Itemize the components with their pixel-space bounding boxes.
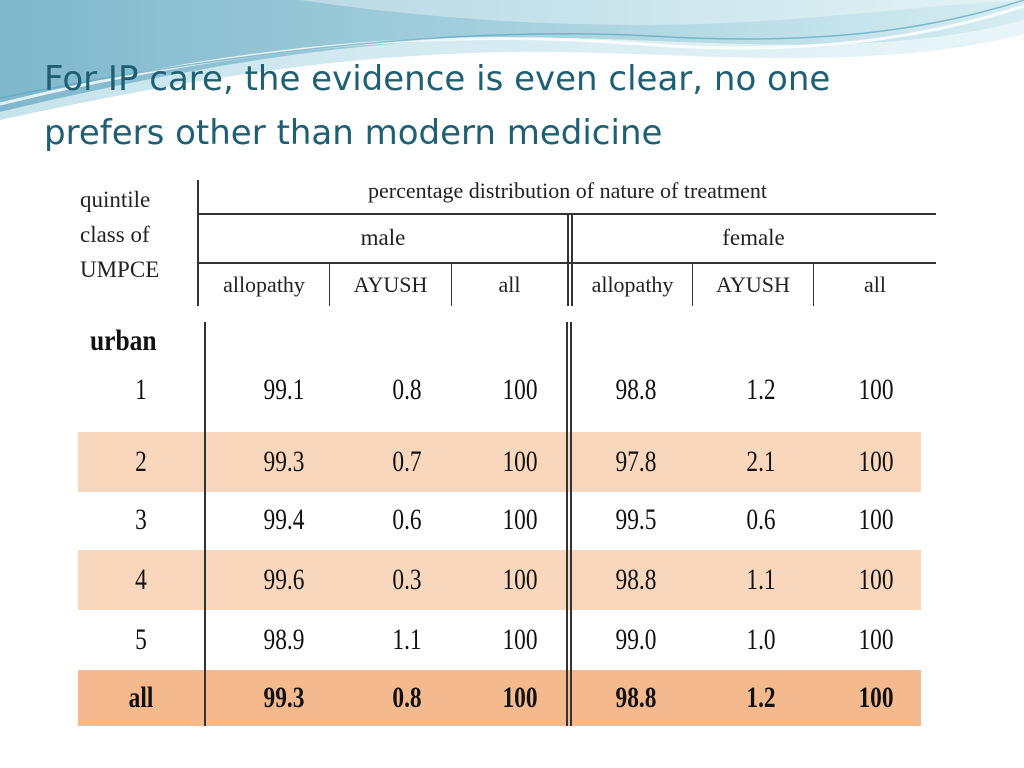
row-quintile: 4 (135, 563, 147, 596)
row-quintile: 5 (135, 623, 147, 656)
row-quintile: 1 (135, 373, 147, 406)
cell-female-allopathy: 98.8 (615, 373, 657, 406)
header-col-divider-3 (692, 262, 693, 306)
row-header-line-1: quintile (80, 187, 151, 212)
female-header: female (722, 225, 785, 250)
cell-male-allopathy: 99.3 (263, 681, 305, 714)
cell-female-all: 100 (858, 373, 894, 406)
cell-male-all: 100 (502, 445, 538, 478)
col-header-female-allopathy: allopathy (591, 272, 674, 297)
cell-female-allopathy: 98.8 (615, 681, 657, 714)
row-quintile: 2 (135, 445, 147, 478)
col-header-male-all: all (498, 272, 521, 297)
group-header: percentage distribution of nature of tre… (368, 178, 767, 203)
cell-female-allopathy: 99.0 (615, 623, 657, 656)
header-group-divider-a (567, 214, 569, 306)
col-header-female-all: all (864, 272, 886, 297)
cell-female-all: 100 (858, 445, 894, 478)
cell-male-allopathy: 98.9 (263, 623, 305, 656)
header-group-divider-b (571, 214, 573, 306)
cell-female-all: 100 (858, 681, 894, 714)
cell-female-allopathy: 97.8 (615, 445, 657, 478)
cell-female-allopathy: 99.5 (615, 503, 657, 536)
col-header-male-allopathy: allopathy (223, 272, 305, 297)
body-group-divider-b (570, 322, 572, 726)
cell-female-all: 100 (858, 503, 894, 536)
cell-male-allopathy: 99.6 (263, 563, 305, 596)
cell-male-ayush: 0.3 (392, 563, 422, 596)
section-label-urban: urban (90, 324, 157, 357)
cell-male-all: 100 (502, 681, 538, 714)
col-header-female-ayush: AYUSH (716, 272, 790, 297)
cell-female-ayush: 1.1 (746, 563, 776, 596)
cell-male-ayush: 1.1 (392, 623, 422, 656)
slide-title: For IP care, the evidence is even clear,… (44, 59, 831, 153)
cell-male-ayush: 0.6 (392, 503, 422, 536)
row-header-line-3: UMPCE (80, 257, 160, 282)
cell-female-ayush: 0.6 (746, 503, 776, 536)
header-col-divider-1 (329, 262, 330, 306)
male-header: male (360, 225, 406, 250)
cell-male-all: 100 (502, 623, 538, 656)
cell-male-ayush: 0.8 (392, 373, 422, 406)
header-wave-decoration (0, 0, 1024, 120)
table-body: urban 1 99.1 0.8 100 98.8 1.2 100 2 99.3… (78, 322, 921, 726)
table-row: 2 99.3 0.7 100 97.8 2.1 100 (78, 432, 921, 492)
cell-male-all: 100 (502, 373, 538, 406)
row-header-line-2: class of (80, 222, 150, 247)
table-header: quintile class of UMPCE percentage distr… (68, 176, 938, 306)
table-row: 1 99.1 0.8 100 98.8 1.2 100 (78, 360, 921, 420)
body-divider-left (204, 322, 206, 726)
row-quintile: all (128, 681, 154, 714)
cell-female-allopathy: 98.8 (615, 563, 657, 596)
table-row: 4 99.6 0.3 100 98.8 1.1 100 (78, 550, 921, 610)
cell-female-all: 100 (858, 623, 894, 656)
cell-male-all: 100 (502, 503, 538, 536)
table-row-total: all 99.3 0.8 100 98.8 1.2 100 (78, 670, 921, 726)
header-divider-left (197, 180, 199, 306)
header-col-divider-2 (451, 262, 452, 306)
cell-female-ayush: 1.2 (746, 373, 776, 406)
cell-female-ayush: 1.2 (746, 681, 776, 714)
cell-male-all: 100 (502, 563, 538, 596)
header-col-divider-4 (813, 262, 814, 306)
cell-male-allopathy: 99.3 (263, 445, 305, 478)
cell-male-ayush: 0.8 (392, 681, 422, 714)
cell-male-ayush: 0.7 (392, 445, 422, 478)
body-group-divider-a (566, 322, 568, 726)
cell-female-ayush: 2.1 (746, 445, 776, 478)
cell-male-allopathy: 99.4 (263, 503, 305, 536)
table-row: 5 98.9 1.1 100 99.0 1.0 100 (78, 610, 921, 670)
cell-female-ayush: 1.0 (746, 623, 776, 656)
col-header-male-ayush: AYUSH (353, 272, 428, 297)
table-row: 3 99.4 0.6 100 99.5 0.6 100 (78, 490, 921, 550)
cell-female-all: 100 (858, 563, 894, 596)
cell-male-allopathy: 99.1 (263, 373, 305, 406)
row-quintile: 3 (135, 503, 147, 536)
